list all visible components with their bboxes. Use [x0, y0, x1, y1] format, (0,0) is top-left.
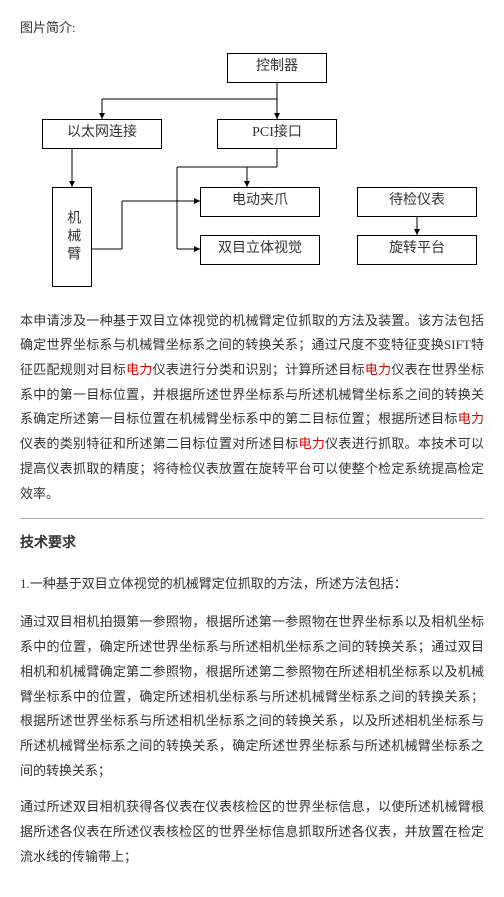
- requirement-1-head: 1.一种基于双目立体视觉的机械臂定位抓取的方法，所述方法包括：: [20, 572, 484, 597]
- node-robot-arm: 机械臂: [52, 187, 92, 287]
- node-stereo: 双目立体视觉: [200, 235, 320, 265]
- node-turntable: 旋转平台: [357, 235, 477, 265]
- node-instrument: 待检仪表: [357, 187, 477, 217]
- highlight-1: 电力: [126, 362, 153, 377]
- intro-label: 图片简介:: [20, 16, 484, 41]
- requirements-title: 技术要求: [20, 531, 484, 558]
- highlight-3: 电力: [458, 411, 484, 426]
- requirement-1-p2: 通过所述双目相机获得各仪表在仪表核检区的世界坐标信息，以使所述机械臂根据所述各仪…: [20, 795, 484, 869]
- node-pci: PCI接口: [217, 119, 337, 149]
- abstract-paragraph: 本申请涉及一种基于双目立体视觉的机械臂定位抓取的方法及装置。该方法包括确定世界坐…: [20, 309, 484, 507]
- highlight-4: 电力: [299, 436, 326, 451]
- section-divider: [20, 518, 484, 519]
- highlight-2: 电力: [365, 362, 392, 377]
- abstract-text-b: 仪表进行分类和识别；计算所述目标: [153, 362, 365, 377]
- node-ethernet: 以太网连接: [42, 119, 162, 149]
- abstract-text-d: 仪表的类别特征和所述第二目标位置对所述目标: [20, 436, 299, 451]
- node-gripper: 电动夹爪: [200, 187, 320, 217]
- node-controller: 控制器: [227, 53, 327, 83]
- node-robot-arm-label: 机械臂: [59, 210, 86, 264]
- system-diagram: 控制器 以太网连接 PCI接口 机械臂 电动夹爪 待检仪表 双目立体视觉 旋转平…: [22, 49, 482, 299]
- requirement-1-p1: 通过双目相机拍摄第一参照物，根据所述第一参照物在世界坐标系以及相机坐标系中的位置…: [20, 610, 484, 783]
